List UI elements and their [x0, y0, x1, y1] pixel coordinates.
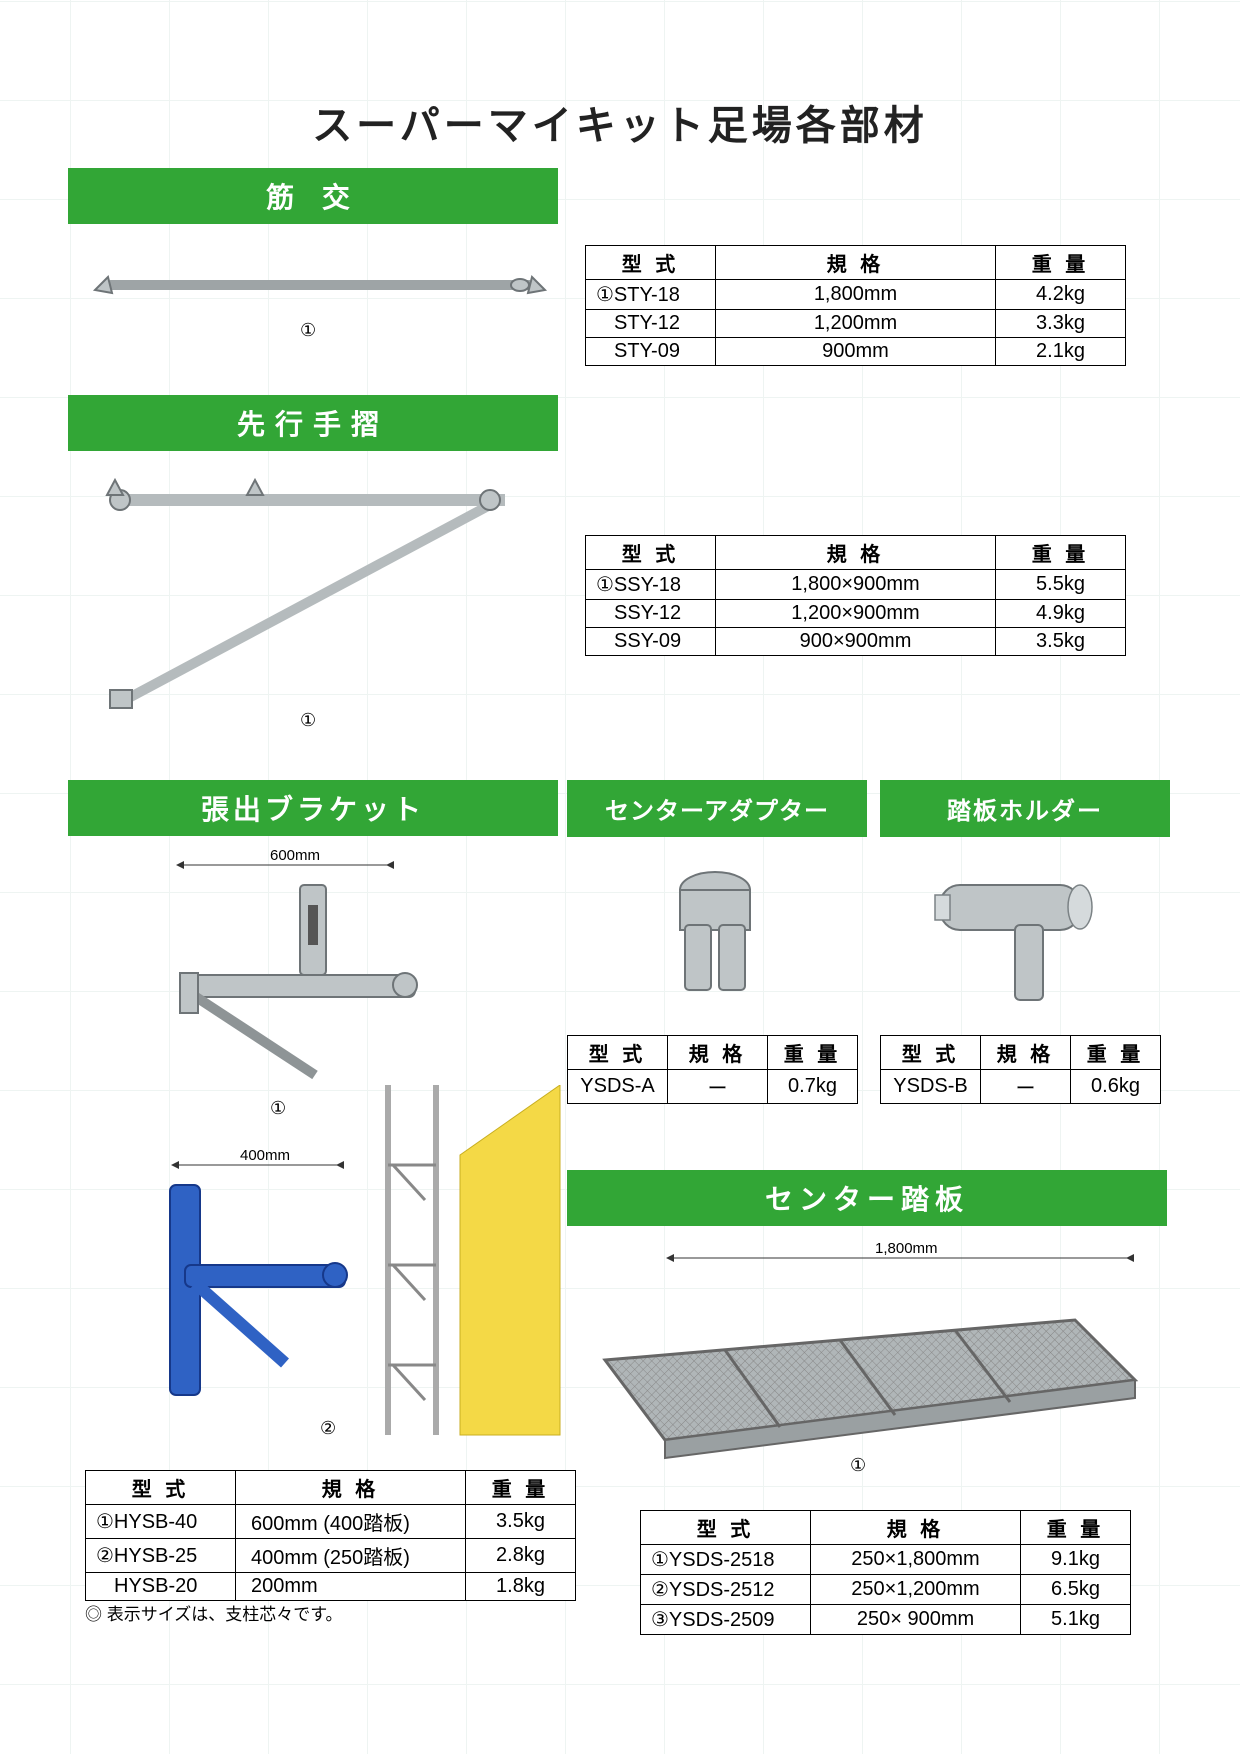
section-bar-fumiita-holder: 踏板ホルダー — [880, 780, 1170, 837]
dim-label: 400mm — [240, 1147, 290, 1164]
product-image-sujikai — [90, 255, 550, 315]
figure-label-bracket-1: ① — [270, 1098, 286, 1119]
td: 600mm (400踏板) — [236, 1505, 466, 1539]
product-image-center-fumiita: 1,800mm — [575, 1240, 1165, 1470]
td: 0.7kg — [768, 1070, 858, 1104]
td: 3.5kg — [466, 1505, 576, 1539]
section-bar-center-adapter: センターアダプター — [567, 780, 867, 837]
th: 規 格 — [981, 1036, 1071, 1070]
dim-label: 1,800mm — [875, 1240, 938, 1257]
td: 200mm — [236, 1573, 466, 1601]
spec-table-center-fumiita: 型 式 規 格 重 量 ①YSDS-2518250×1,800mm9.1kg ②… — [640, 1510, 1131, 1635]
td: ②HYSB-25 — [86, 1539, 236, 1573]
figure-label-senkou: ① — [300, 710, 316, 731]
td: 1,200×900mm — [716, 600, 996, 628]
th: 規 格 — [811, 1511, 1021, 1545]
section-bar-sujikai: 筋 交 — [68, 168, 558, 224]
product-image-bracket-1: 600mm — [160, 845, 440, 1125]
product-image-bracket-2: 400mm — [155, 1145, 375, 1425]
td: 1.8kg — [466, 1573, 576, 1601]
td: 400mm (250踏板) — [236, 1539, 466, 1573]
th: 規 格 — [716, 246, 996, 280]
spec-table-fumiita-holder: 型 式 規 格 重 量 YSDS-Bー0.6kg — [880, 1035, 1161, 1104]
th: 重 量 — [996, 246, 1126, 280]
product-image-fumiita-holder — [920, 855, 1110, 1015]
td: ③YSDS-2509 — [641, 1605, 811, 1635]
td: 9.1kg — [1021, 1545, 1131, 1575]
td: YSDS-A — [568, 1070, 668, 1104]
th: 重 量 — [1071, 1036, 1161, 1070]
product-image-senkou — [95, 470, 525, 730]
td: 250×1,800mm — [811, 1545, 1021, 1575]
td: ②YSDS-2512 — [641, 1575, 811, 1605]
td: 1,200mm — [716, 310, 996, 338]
td: 3.5kg — [996, 628, 1126, 656]
spec-table-senkou: 型 式 規 格 重 量 ①SSY-181,800×900mm5.5kg SSY-… — [585, 535, 1126, 656]
td: 250× 900mm — [811, 1605, 1021, 1635]
th: 型 式 — [586, 536, 716, 570]
th: 型 式 — [881, 1036, 981, 1070]
td: SSY-09 — [586, 628, 716, 656]
td: ①YSDS-2518 — [641, 1545, 811, 1575]
td: 2.8kg — [466, 1539, 576, 1573]
spec-table-sujikai: 型 式 規 格 重 量 ①STY-181,800mm4.2kg STY-121,… — [585, 245, 1126, 366]
td: SSY-12 — [586, 600, 716, 628]
td: 900×900mm — [716, 628, 996, 656]
note-bracket: ◎ 表示サイズは、支柱芯々です。 — [85, 1600, 343, 1625]
td: ①SSY-18 — [586, 570, 716, 600]
section-bar-bracket: 張出ブラケット — [68, 780, 558, 836]
spec-table-bracket: 型 式 規 格 重 量 ①HYSB-40600mm (400踏板)3.5kg ②… — [85, 1470, 576, 1601]
td: ①HYSB-40 — [86, 1505, 236, 1539]
th: 規 格 — [716, 536, 996, 570]
figure-label-sujikai: ① — [300, 320, 316, 341]
th: 重 量 — [466, 1471, 576, 1505]
section-bar-center-fumiita: センター踏板 — [567, 1170, 1167, 1226]
th: 重 量 — [1021, 1511, 1131, 1545]
td: 5.5kg — [996, 570, 1126, 600]
td: 4.9kg — [996, 600, 1126, 628]
figure-label-center-fumiita: ① — [850, 1455, 866, 1476]
th: 型 式 — [586, 246, 716, 280]
td: HYSB-20 — [86, 1573, 236, 1601]
th: 型 式 — [568, 1036, 668, 1070]
th: 型 式 — [86, 1471, 236, 1505]
td: 0.6kg — [1071, 1070, 1161, 1104]
th: 重 量 — [996, 536, 1126, 570]
product-image-center-adapter — [640, 855, 790, 1015]
th: 型 式 — [641, 1511, 811, 1545]
td: YSDS-B — [881, 1070, 981, 1104]
spec-table-center-adapter: 型 式 規 格 重 量 YSDS-Aー0.7kg — [567, 1035, 858, 1104]
td: 3.3kg — [996, 310, 1126, 338]
td: 1,800×900mm — [716, 570, 996, 600]
td: ー — [981, 1070, 1071, 1104]
td: 1,800mm — [716, 280, 996, 310]
td: 4.2kg — [996, 280, 1126, 310]
th: 重 量 — [768, 1036, 858, 1070]
td: 2.1kg — [996, 338, 1126, 366]
td: 250×1,200mm — [811, 1575, 1021, 1605]
figure-label-bracket-2: ② — [320, 1418, 336, 1439]
td: STY-09 — [586, 338, 716, 366]
product-image-bracket-install — [365, 1085, 565, 1445]
td: 6.5kg — [1021, 1575, 1131, 1605]
td: 900mm — [716, 338, 996, 366]
section-bar-senkou: 先行手摺 — [68, 395, 558, 451]
td: ー — [668, 1070, 768, 1104]
th: 規 格 — [236, 1471, 466, 1505]
td: STY-12 — [586, 310, 716, 338]
dim-label: 600mm — [270, 847, 320, 864]
td: ①STY-18 — [586, 280, 716, 310]
td: 5.1kg — [1021, 1605, 1131, 1635]
th: 規 格 — [668, 1036, 768, 1070]
page-title: スーパーマイキット足場各部材 — [0, 18, 1240, 181]
